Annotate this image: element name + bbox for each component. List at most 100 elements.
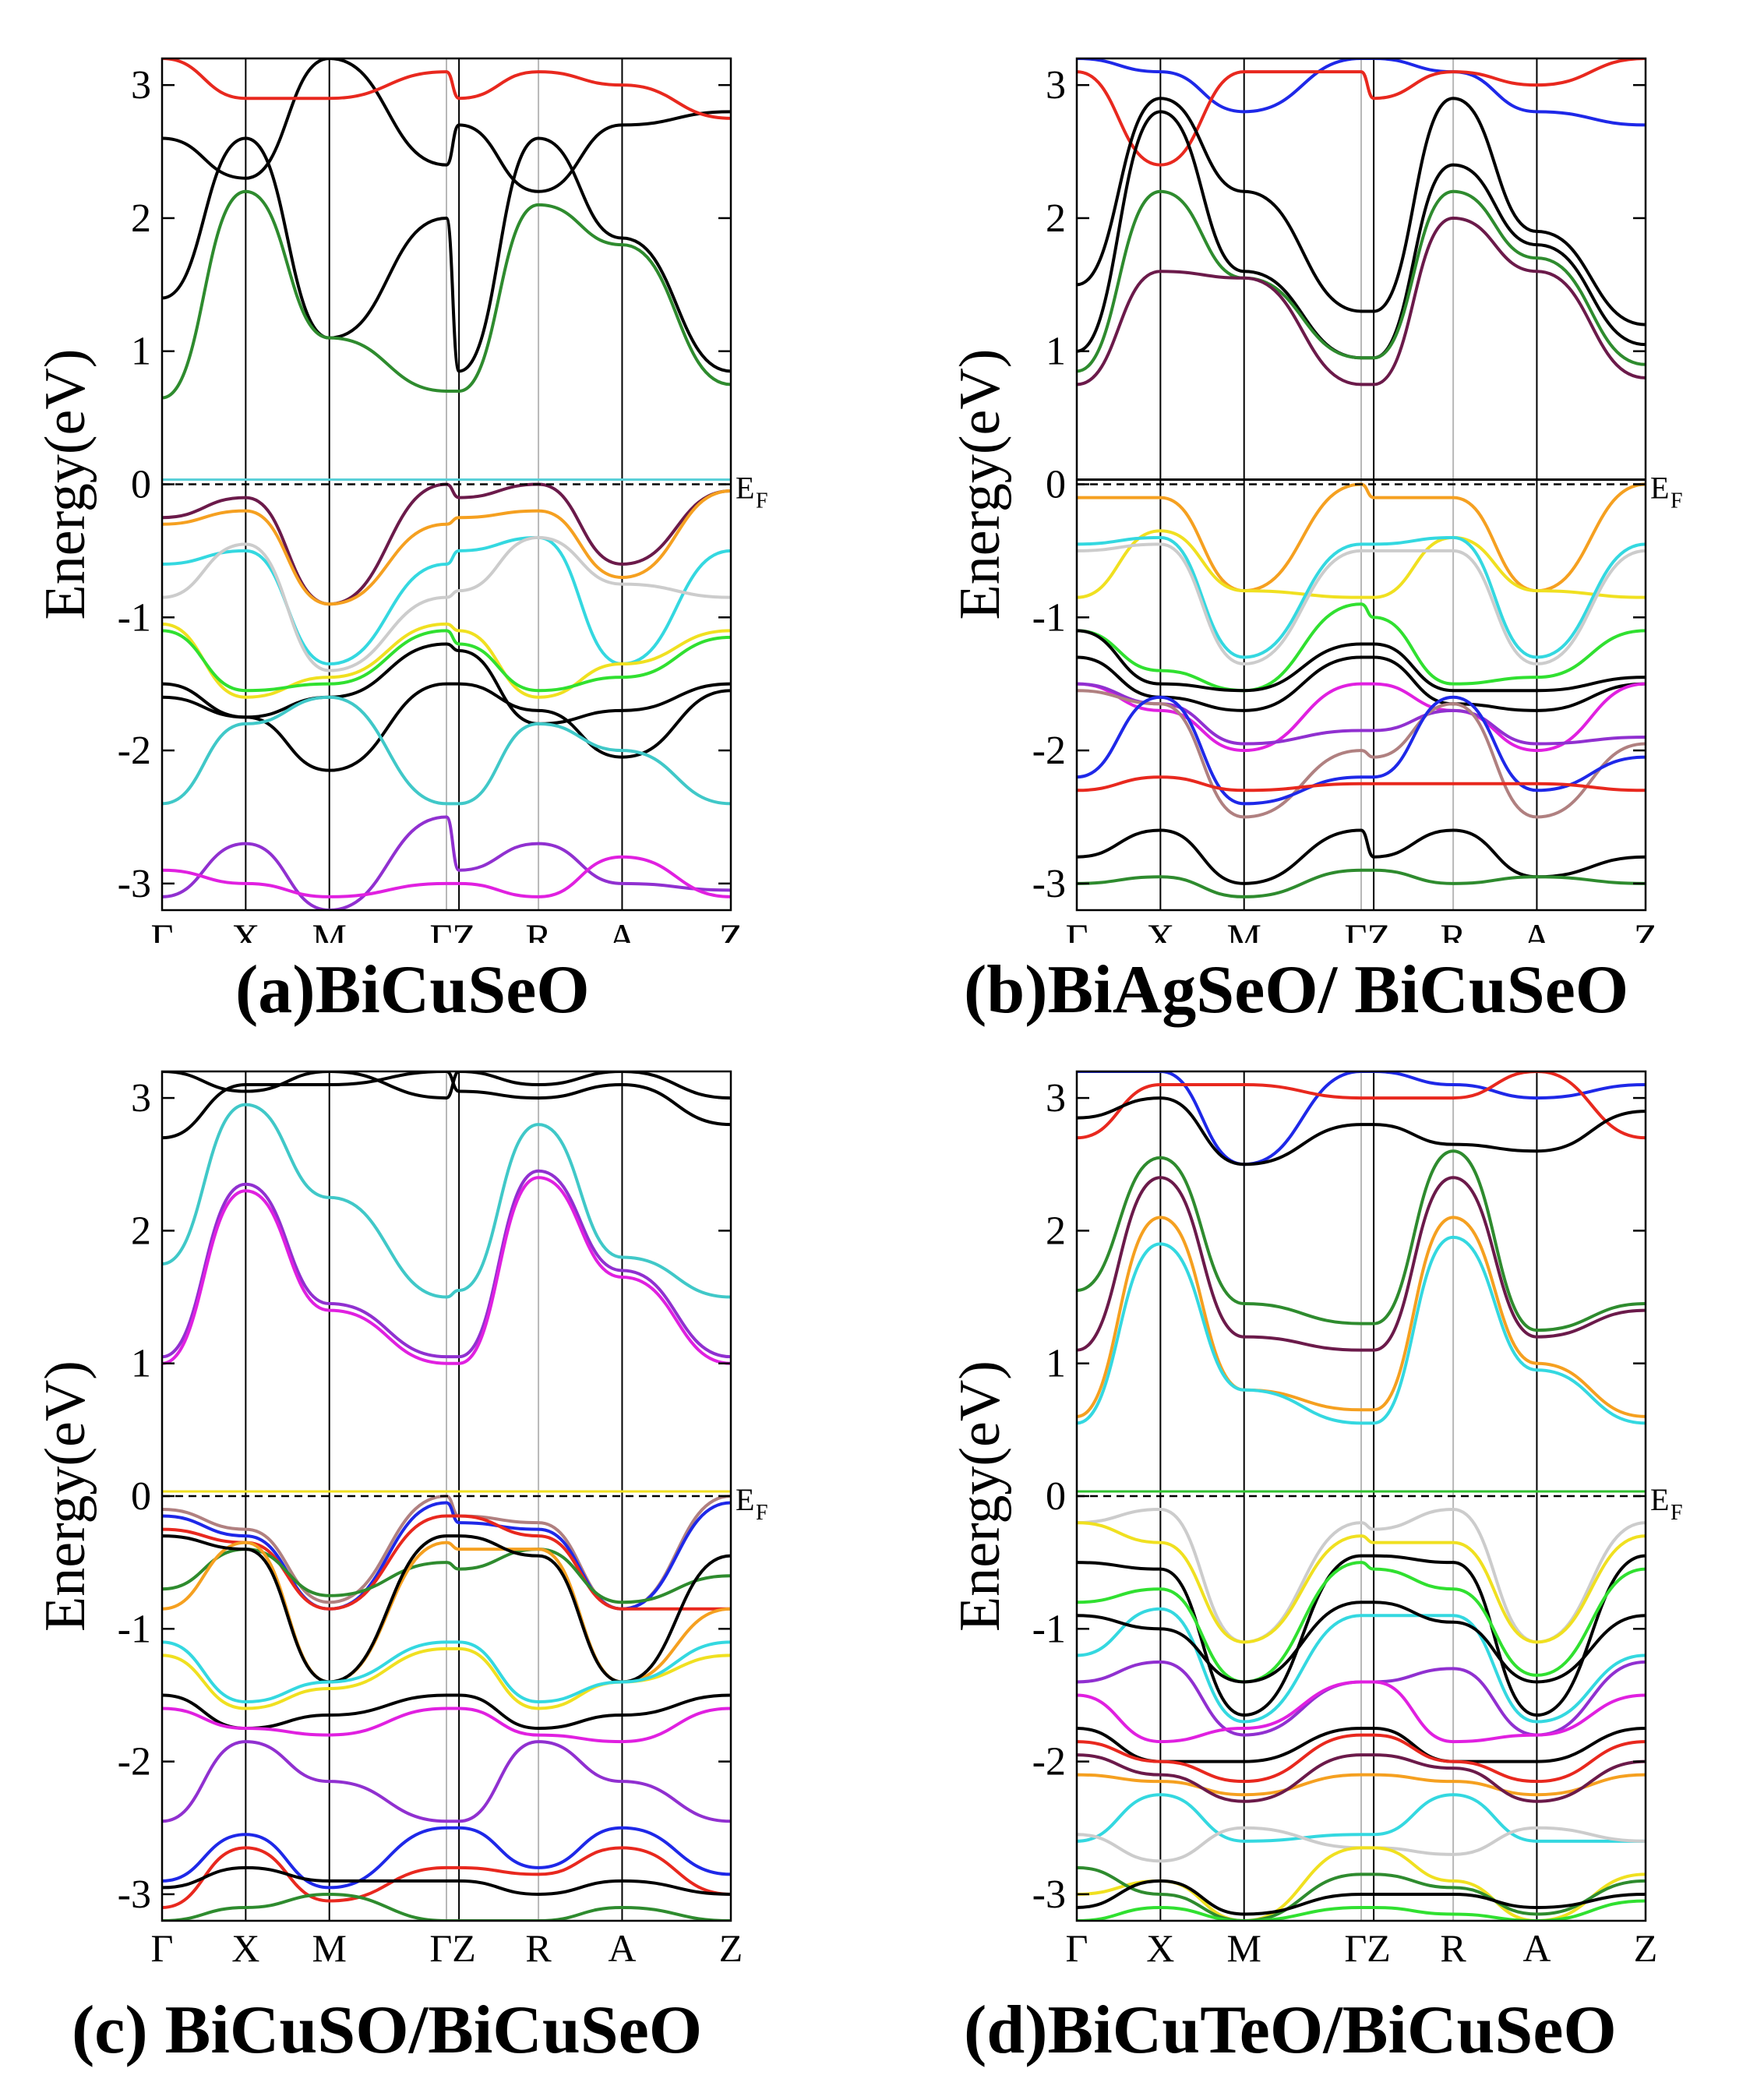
band-vb-orange: [162, 489, 731, 606]
band-vb-lime: [1077, 1561, 1646, 1684]
kpoint-label: Z: [719, 1926, 743, 1970]
y-tick-label: 2: [131, 1209, 151, 1253]
band-vb-maroon: [162, 482, 731, 606]
y-tick-label: 1: [1046, 330, 1066, 374]
band-deep-black: [162, 1865, 731, 1896]
y-tick-label: -1: [1032, 595, 1066, 640]
band-cb-purple: [162, 1169, 731, 1359]
y-tick-label: -3: [118, 862, 151, 906]
band-deep-magenta: [162, 855, 731, 898]
kpoint-label: Γ: [151, 916, 174, 943]
band-vb-yellow: [162, 622, 731, 699]
y-tick-label: -1: [118, 1607, 151, 1651]
y-tick-label: 2: [1046, 1209, 1066, 1253]
band-structure-plot-d: 3 2 1 0 -1 -2 -3 Energy(eV) E F Γ X M ΓZ R A Z: [948, 1070, 1683, 1970]
bands-group: [1077, 58, 1646, 898]
band-vb-black-1: [1077, 1554, 1646, 1717]
band-cb-green: [1077, 1149, 1646, 1332]
panel-c: 3 2 1 0 -1 -2 -3 Energy(eV) E F Γ X M ΓZ R A Z (c) BiCuS…: [0, 1048, 880, 2100]
kpoint-label: R: [1440, 916, 1466, 943]
band-cb-red: [162, 58, 731, 120]
fermi-label: E: [736, 1482, 754, 1517]
band-vb-red: [1077, 1733, 1646, 1784]
fermi-subscript: F: [756, 1501, 768, 1525]
band-vb-cyan: [162, 1640, 731, 1703]
band-vb-brown: [1077, 689, 1646, 819]
band-deep-cyan: [1077, 1793, 1646, 1843]
y-tick-label: -1: [118, 595, 151, 640]
kpoint-label: R: [1440, 1926, 1466, 1970]
y-tick-label: 3: [1046, 1076, 1066, 1121]
kpoint-label: ΓZ: [429, 916, 475, 943]
fermi-subscript: F: [756, 489, 768, 514]
kpoint-label: M: [312, 916, 346, 943]
fermi-subscript: F: [1671, 489, 1683, 514]
y-tick-label: 0: [1046, 1474, 1066, 1519]
y-tick-label: -1: [1032, 1607, 1066, 1651]
band-cb-turq: [162, 1103, 731, 1299]
kpoint-label: X: [1146, 1926, 1174, 1970]
band-cb-blue: [1077, 58, 1646, 127]
band-deep-red: [162, 1846, 731, 1909]
band-deep-blue: [162, 1826, 731, 1890]
band-vb-maroon: [1077, 1753, 1646, 1803]
kpoint-label: A: [1522, 916, 1551, 943]
kpoint-label: Γ: [151, 1926, 174, 1970]
band-vb-cyan: [1077, 535, 1646, 659]
fermi-subscript: F: [1671, 1501, 1683, 1525]
y-axis-label: Energy(eV): [34, 1361, 97, 1632]
band-structure-plot-a: 3 2 1 0 -1 -2 -3 Energy(eV) E F Γ X M ΓZ R A Z: [34, 57, 768, 959]
band-cb-black-1: [1077, 97, 1646, 326]
y-axis-label: Energy(eV): [34, 349, 97, 620]
y-tick-label: 3: [1046, 63, 1066, 108]
band-vb-lime: [1077, 602, 1646, 693]
kpoint-label: M: [312, 1926, 346, 1970]
band-deep-violet: [162, 815, 731, 910]
band-vb-purple: [162, 1740, 731, 1823]
kpoint-label: M: [1226, 1926, 1261, 1970]
band-deep-green: [1077, 868, 1646, 898]
bands-group: [1077, 1071, 1646, 1921]
band-deep-black: [1077, 1879, 1646, 1916]
band-cb-black-1: [162, 58, 731, 193]
y-tick-label: -2: [1032, 1740, 1066, 1784]
fermi-label: E: [1650, 1482, 1669, 1517]
y-axis-label: Energy(eV): [948, 349, 1012, 620]
band-vb-teal: [162, 695, 731, 806]
kpoint-label: ΓZ: [1344, 916, 1390, 943]
band-cb-black: [1077, 1096, 1646, 1166]
y-tick-label: 1: [1046, 1342, 1066, 1386]
band-structure-plot-b: 3 2 1 0 -1 -2 -3 Energy(eV) E F Γ X M ΓZ R A Z: [948, 57, 1683, 959]
bands-group: [162, 58, 731, 910]
kpoint-label: R: [525, 916, 552, 943]
kpoint-label: A: [608, 1926, 636, 1970]
band-cb-green: [162, 189, 731, 400]
band-vb-magenta: [1077, 1680, 1646, 1744]
band-vb-blue: [1077, 695, 1646, 806]
band-deep-red: [1077, 775, 1646, 792]
panel-b: 3 2 1 0 -1 -2 -3 Energy(eV) E F Γ X M ΓZ R A Z (b)BiAgSe…: [882, 0, 1762, 1048]
band-vb-red: [162, 1514, 731, 1611]
band-cb-maroon: [1077, 216, 1646, 386]
kpoint-label: Z: [1634, 1926, 1658, 1970]
fermi-label: E: [736, 471, 754, 506]
band-cb-green: [1077, 189, 1646, 373]
y-tick-label: 0: [1046, 463, 1066, 507]
band-vb-cyan: [1077, 1607, 1646, 1724]
y-tick-label: -3: [1032, 1872, 1066, 1917]
caption-b: (b)BiAgSeO/ BiCuSeO: [964, 952, 1629, 1028]
y-tick-label: -3: [118, 1872, 151, 1917]
band-vb-lime: [162, 629, 731, 693]
band-cb-cyan: [1077, 1235, 1646, 1425]
band-vb-magenta: [162, 1706, 731, 1744]
panel-d: 3 2 1 0 -1 -2 -3 Energy(eV) E F Γ X M ΓZ R A Z (d)BiCuTe…: [882, 1048, 1762, 2100]
caption-a: (a)BiCuSeO: [235, 952, 590, 1028]
panel-a: 3 2 1 0 -1 -2 -3 Energy(eV) E F Γ X M ΓZ R A Z (a)BiCuSe…: [0, 0, 880, 1048]
band-vb-grey: [1077, 542, 1646, 666]
band-deep-green: [1077, 1865, 1646, 1921]
kpoint-label: Z: [1634, 916, 1658, 943]
band-cb-magenta: [162, 1176, 731, 1365]
band-vb-yellow: [1077, 529, 1646, 599]
y-tick-label: 2: [131, 196, 151, 241]
y-tick-label: 1: [131, 1342, 151, 1386]
